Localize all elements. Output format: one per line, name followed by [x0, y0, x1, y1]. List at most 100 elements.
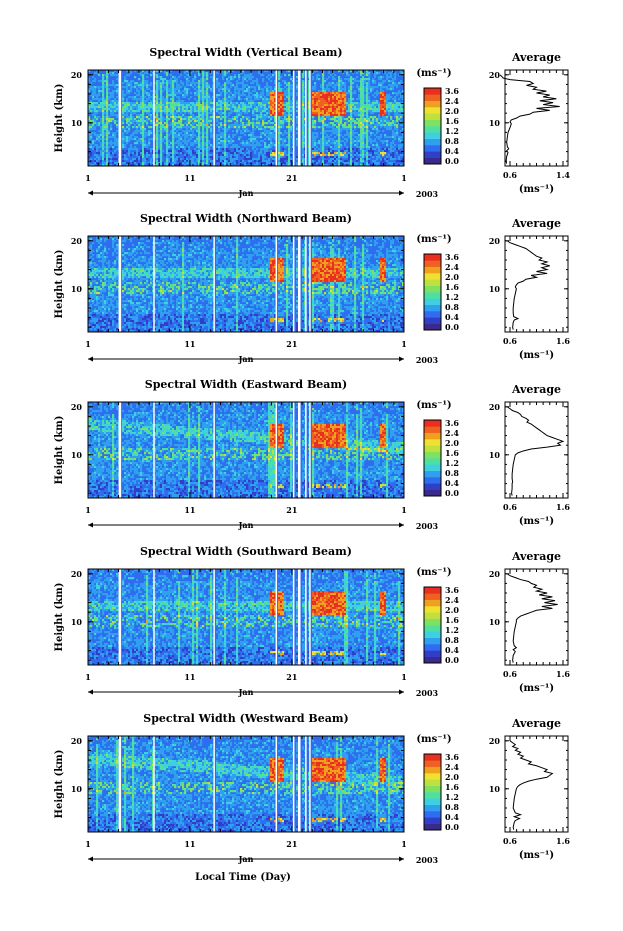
month-axis-arrow-left: [88, 190, 93, 196]
data-gap: [292, 736, 295, 832]
x-tick-label: 1: [85, 839, 91, 849]
x-tick-label: 1: [401, 173, 407, 183]
profile-x-tick-label: 1.4: [556, 170, 570, 180]
profile-y-tick-label: 20: [489, 402, 501, 412]
colorbar-segment: [424, 754, 441, 761]
colorbar-segment: [424, 458, 441, 465]
data-gap: [292, 569, 295, 665]
colorbar-segment: [424, 599, 441, 607]
colorbar-segment: [424, 811, 441, 818]
month-axis-arrow-right: [399, 689, 404, 695]
colorbar-tick-label: 1.6: [445, 282, 459, 292]
colorbar-tick-label: 2.0: [445, 605, 459, 615]
profile-title: Average: [511, 550, 561, 563]
profile-title: Average: [511, 217, 561, 230]
y-axis-label: Height (km): [54, 250, 65, 319]
month-label: Jan: [238, 687, 254, 697]
colorbar-unit: (ms⁻¹): [416, 400, 451, 411]
data-gap: [213, 236, 215, 332]
data-gap: [153, 402, 155, 498]
colorbar-tick-label: 3.6: [445, 585, 459, 595]
colorbar-tick-label: 2.0: [445, 106, 459, 116]
colorbar-tick-label: 0.0: [445, 322, 459, 332]
average-profile: Average 20 10 0.6 1.4(ms⁻¹): [489, 51, 571, 195]
data-gap: [297, 569, 301, 665]
data-gap: [292, 236, 295, 332]
colorbar-segment: [424, 273, 441, 280]
data-gap: [153, 569, 155, 665]
month-axis-arrow-left: [88, 356, 93, 362]
colorbar-segment: [424, 445, 441, 452]
y-tick-label: 20: [71, 569, 83, 579]
y-tick-label: 20: [71, 402, 83, 412]
colorbar-segment: [424, 792, 441, 799]
year-label: 2003: [416, 521, 439, 531]
colorbar-tick-label: 0.8: [445, 635, 459, 645]
colorbar-unit: (ms⁻¹): [416, 234, 451, 245]
profile-line: [507, 573, 558, 663]
data-gap: [297, 236, 301, 332]
month-label: Jan: [238, 854, 254, 864]
colorbar-segment: [424, 644, 441, 651]
x-tick-label: 11: [184, 505, 195, 515]
data-gap: [153, 736, 155, 832]
colorbar-segment: [424, 88, 441, 95]
data-gap: [297, 70, 301, 166]
year-label: 2003: [416, 355, 439, 365]
x-tick-label: 1: [85, 672, 91, 682]
profile-x-tick-label: 1.6: [556, 336, 570, 346]
data-gap: [305, 70, 307, 166]
colorbar-segment: [424, 593, 441, 600]
colorbar-segment: [424, 292, 441, 299]
y-tick-label: 20: [71, 736, 83, 746]
profile-x-axis-label: (ms⁻¹): [519, 850, 554, 861]
data-gap: [275, 736, 278, 832]
y-tick-label: 10: [71, 118, 83, 128]
data-gap: [305, 569, 307, 665]
colorbar-segment: [424, 311, 441, 318]
profile-x-axis-label: (ms⁻¹): [519, 516, 554, 527]
y-tick-label: 10: [71, 450, 83, 460]
colorbar-segment: [424, 650, 441, 657]
profile-x-tick-label: 0.6: [503, 669, 517, 679]
x-tick-label: 21: [286, 505, 297, 515]
data-gap: [275, 402, 278, 498]
colorbar-segment: [424, 798, 441, 805]
profile-y-tick-label: 10: [489, 784, 501, 794]
profile-x-tick-label: 0.6: [503, 502, 517, 512]
month-axis-arrow-left: [88, 856, 93, 862]
data-gap: [118, 70, 122, 166]
data-gap: [118, 736, 122, 832]
x-tick-label: 1: [401, 672, 407, 682]
x-tick-label: 1: [401, 839, 407, 849]
colorbar-segment: [424, 489, 441, 497]
x-tick-label: 21: [286, 672, 297, 682]
data-gap: [305, 402, 307, 498]
colorbar-tick-label: 1.2: [445, 792, 459, 802]
profile-y-tick-label: 20: [489, 736, 501, 746]
colorbar-segment: [424, 151, 441, 158]
data-gap: [153, 236, 155, 332]
x-tick-label: 21: [286, 839, 297, 849]
data-gap: [309, 236, 311, 332]
colorbar-segment: [424, 304, 441, 312]
y-axis-label: Height (km): [54, 416, 65, 485]
data-gap: [292, 402, 295, 498]
colorbar-tick-label: 1.2: [445, 292, 459, 302]
data-gap: [213, 402, 215, 498]
data-gap: [305, 736, 307, 832]
profile-x-axis-label: (ms⁻¹): [519, 350, 554, 361]
panel-2: Spectral Width (Northward Beam) 20 10 Heigh…: [54, 212, 570, 365]
x-axis-label: Local Time (Day): [195, 872, 291, 883]
colorbar-segment: [424, 298, 441, 305]
colorbar-segment: [424, 94, 441, 101]
colorbar-tick-label: 0.4: [445, 312, 459, 322]
colorbar-segment: [424, 804, 441, 812]
y-tick-label: 10: [71, 284, 83, 294]
profile-y-tick-label: 10: [489, 118, 501, 128]
colorbar-segment: [424, 612, 441, 619]
colorbar-segment: [424, 126, 441, 133]
colorbar-tick-label: 1.6: [445, 615, 459, 625]
colorbar-segment: [424, 587, 441, 594]
colorbar-segment: [424, 323, 441, 331]
